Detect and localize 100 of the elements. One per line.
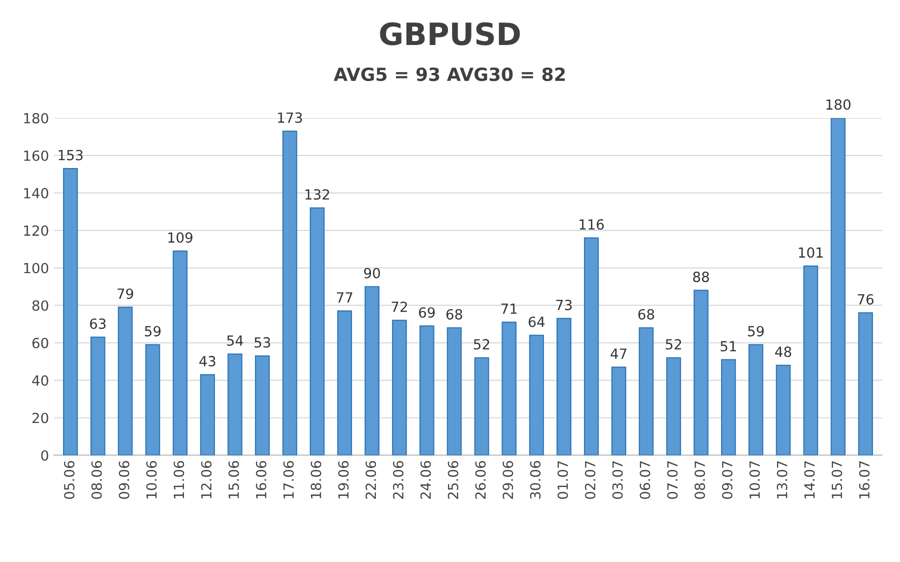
data-label: 59 <box>144 326 161 336</box>
y-tick-label: 60 <box>32 338 48 348</box>
data-label: 51 <box>720 341 736 352</box>
x-tick-label: 11.06 <box>174 460 184 498</box>
data-label: 101 <box>798 247 823 258</box>
data-label: 153 <box>58 150 83 160</box>
data-label: 69 <box>419 307 435 318</box>
y-tick-label: 120 <box>24 225 48 236</box>
bar <box>830 118 846 456</box>
x-tick-label: 15.06 <box>228 460 239 498</box>
bar <box>392 320 407 456</box>
x-tick-label: 15.07 <box>832 461 842 498</box>
x-tick-label: 09.07 <box>722 461 732 499</box>
data-label: 88 <box>693 272 709 282</box>
bar <box>611 366 626 456</box>
bar <box>666 357 682 456</box>
x-tick-label: 24.06 <box>420 460 431 499</box>
data-label: 53 <box>254 337 270 348</box>
bar <box>529 334 544 456</box>
data-label: 173 <box>278 112 302 123</box>
data-label: 68 <box>446 309 462 320</box>
x-tick-label: 23.06 <box>392 460 404 499</box>
bar <box>584 237 599 456</box>
data-label: 68 <box>638 309 654 320</box>
x-tick-label: 26.06 <box>475 460 486 499</box>
bar <box>254 355 270 456</box>
y-tick-label: 100 <box>24 262 48 274</box>
bar <box>282 130 298 456</box>
data-label: 52 <box>474 339 490 350</box>
bar <box>502 322 517 456</box>
data-label: 71 <box>501 304 517 314</box>
data-label: 52 <box>666 339 682 350</box>
bar <box>638 327 654 456</box>
bar <box>337 310 352 456</box>
bar <box>228 354 242 456</box>
data-label: 47 <box>610 348 626 359</box>
y-tick-label: 180 <box>24 112 48 124</box>
bar <box>63 168 78 456</box>
x-tick-label: 16.06 <box>256 460 266 498</box>
data-label: 76 <box>858 294 874 305</box>
y-tick-label: 160 <box>24 150 48 161</box>
x-tick-label: 22.06 <box>366 460 376 499</box>
data-label: 64 <box>528 316 545 328</box>
data-label: 73 <box>556 300 572 310</box>
x-tick-label: 03.07 <box>612 461 623 499</box>
x-tick-label: 18.06 <box>310 460 322 498</box>
data-label: 72 <box>392 302 407 312</box>
data-label: 116 <box>580 219 604 230</box>
bar <box>694 290 708 456</box>
data-label: 63 <box>90 318 106 329</box>
x-tick-label: 14.07 <box>804 461 815 498</box>
x-tick-label: 09.06 <box>118 460 130 499</box>
bar <box>446 327 462 456</box>
x-tick-label: 16.07 <box>859 461 870 498</box>
y-tick-label: 0 <box>41 450 48 461</box>
bar <box>310 207 325 456</box>
y-tick-label: 20 <box>32 412 48 424</box>
x-tick-label: 29.06 <box>502 460 514 499</box>
data-label: 90 <box>364 268 380 278</box>
bar <box>721 359 736 456</box>
x-tick-label: 12.06 <box>201 460 212 498</box>
bar <box>748 344 764 456</box>
x-tick-label: 10.06 <box>146 460 157 498</box>
x-tick-label: 05.06 <box>64 460 74 499</box>
bar <box>200 374 215 456</box>
x-tick-label: 08.06 <box>91 460 102 499</box>
bar <box>118 306 133 456</box>
bar <box>474 357 490 456</box>
x-tick-label: 08.07 <box>694 461 706 499</box>
x-tick-label: 19.06 <box>338 460 349 498</box>
data-label: 77 <box>336 292 352 303</box>
x-tick-label: 17.06 <box>283 460 294 498</box>
y-tick-label: 140 <box>24 188 48 198</box>
bar <box>364 286 380 456</box>
data-label: 43 <box>199 356 216 366</box>
chart-title: GBPUSD <box>380 22 520 46</box>
data-label: 109 <box>168 232 192 243</box>
x-tick-label: 30.06 <box>530 460 541 499</box>
bar <box>145 344 160 456</box>
bar <box>172 250 188 456</box>
x-tick-label: 25.06 <box>448 460 458 499</box>
data-label: 59 <box>748 326 764 336</box>
x-tick-label: 13.07 <box>776 461 788 498</box>
x-tick-label: 07.07 <box>667 461 678 499</box>
bar <box>803 265 818 456</box>
chart-subtitle: AVG5 = 93 AVG30 = 82 <box>334 67 565 82</box>
x-tick-label: 01.07 <box>557 461 568 499</box>
data-label: 54 <box>227 335 244 346</box>
bar <box>776 364 791 456</box>
x-tick-label: 02.07 <box>584 461 596 499</box>
y-tick-label: 80 <box>32 300 48 311</box>
data-label: 79 <box>118 288 134 299</box>
y-tick-label: 40 <box>32 375 48 386</box>
bar <box>90 336 106 456</box>
data-label: 180 <box>826 99 850 110</box>
data-label: 48 <box>775 346 792 358</box>
bar <box>556 318 572 456</box>
x-tick-label: 10.07 <box>749 461 760 498</box>
bar <box>858 312 873 456</box>
bar <box>419 325 434 456</box>
